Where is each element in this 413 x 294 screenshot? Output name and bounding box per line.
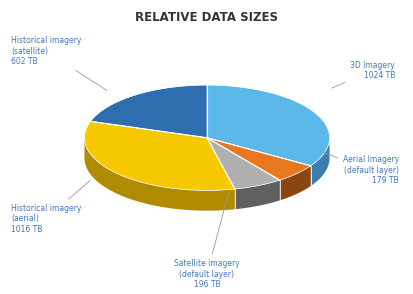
Polygon shape	[234, 180, 279, 209]
Polygon shape	[206, 138, 279, 189]
Polygon shape	[206, 85, 329, 166]
Text: Aerial Imagery
(default layer)
179 TB: Aerial Imagery (default layer) 179 TB	[315, 150, 398, 185]
Text: 3D Imagery
1024 TB: 3D Imagery 1024 TB	[331, 61, 394, 88]
Polygon shape	[90, 85, 206, 138]
Text: Historical imagery
(aerial)
1016 TB: Historical imagery (aerial) 1016 TB	[11, 180, 90, 234]
Text: RELATIVE DATA SIZES: RELATIVE DATA SIZES	[135, 11, 278, 24]
Text: Historical imagery
(satellite)
602 TB: Historical imagery (satellite) 602 TB	[11, 36, 107, 90]
Polygon shape	[279, 166, 310, 200]
Polygon shape	[84, 138, 234, 211]
Polygon shape	[84, 121, 234, 191]
Polygon shape	[206, 138, 310, 180]
Polygon shape	[310, 138, 329, 186]
Text: Satellite imagery
(default layer)
196 TB: Satellite imagery (default layer) 196 TB	[174, 192, 239, 289]
